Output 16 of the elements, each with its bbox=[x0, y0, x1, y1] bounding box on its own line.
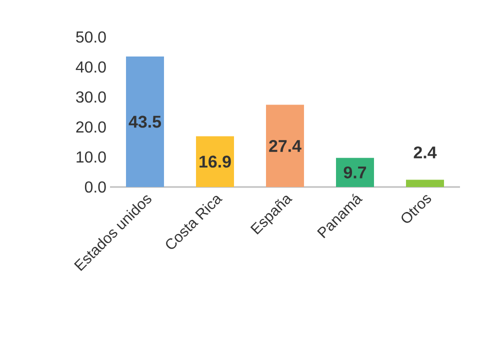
y-tick-label: 20.0 bbox=[76, 121, 106, 133]
bar bbox=[196, 136, 234, 187]
y-tick-label: 50.0 bbox=[76, 31, 106, 43]
y-tick-label: 10.0 bbox=[76, 151, 106, 163]
bar bbox=[266, 104, 304, 187]
data-label: 9.7 bbox=[344, 166, 366, 178]
data-label: 43.5 bbox=[128, 116, 162, 128]
y-tick-label: 40.0 bbox=[76, 61, 106, 73]
y-tick-label: 30.0 bbox=[76, 91, 106, 103]
bar bbox=[336, 158, 374, 187]
data-label: 16.9 bbox=[200, 156, 231, 168]
data-label: 2.4 bbox=[414, 146, 437, 158]
bar bbox=[406, 180, 444, 187]
bar bbox=[126, 56, 164, 187]
y-tick-label: 0.0 bbox=[84, 181, 106, 193]
data-label: 27.4 bbox=[269, 140, 302, 152]
